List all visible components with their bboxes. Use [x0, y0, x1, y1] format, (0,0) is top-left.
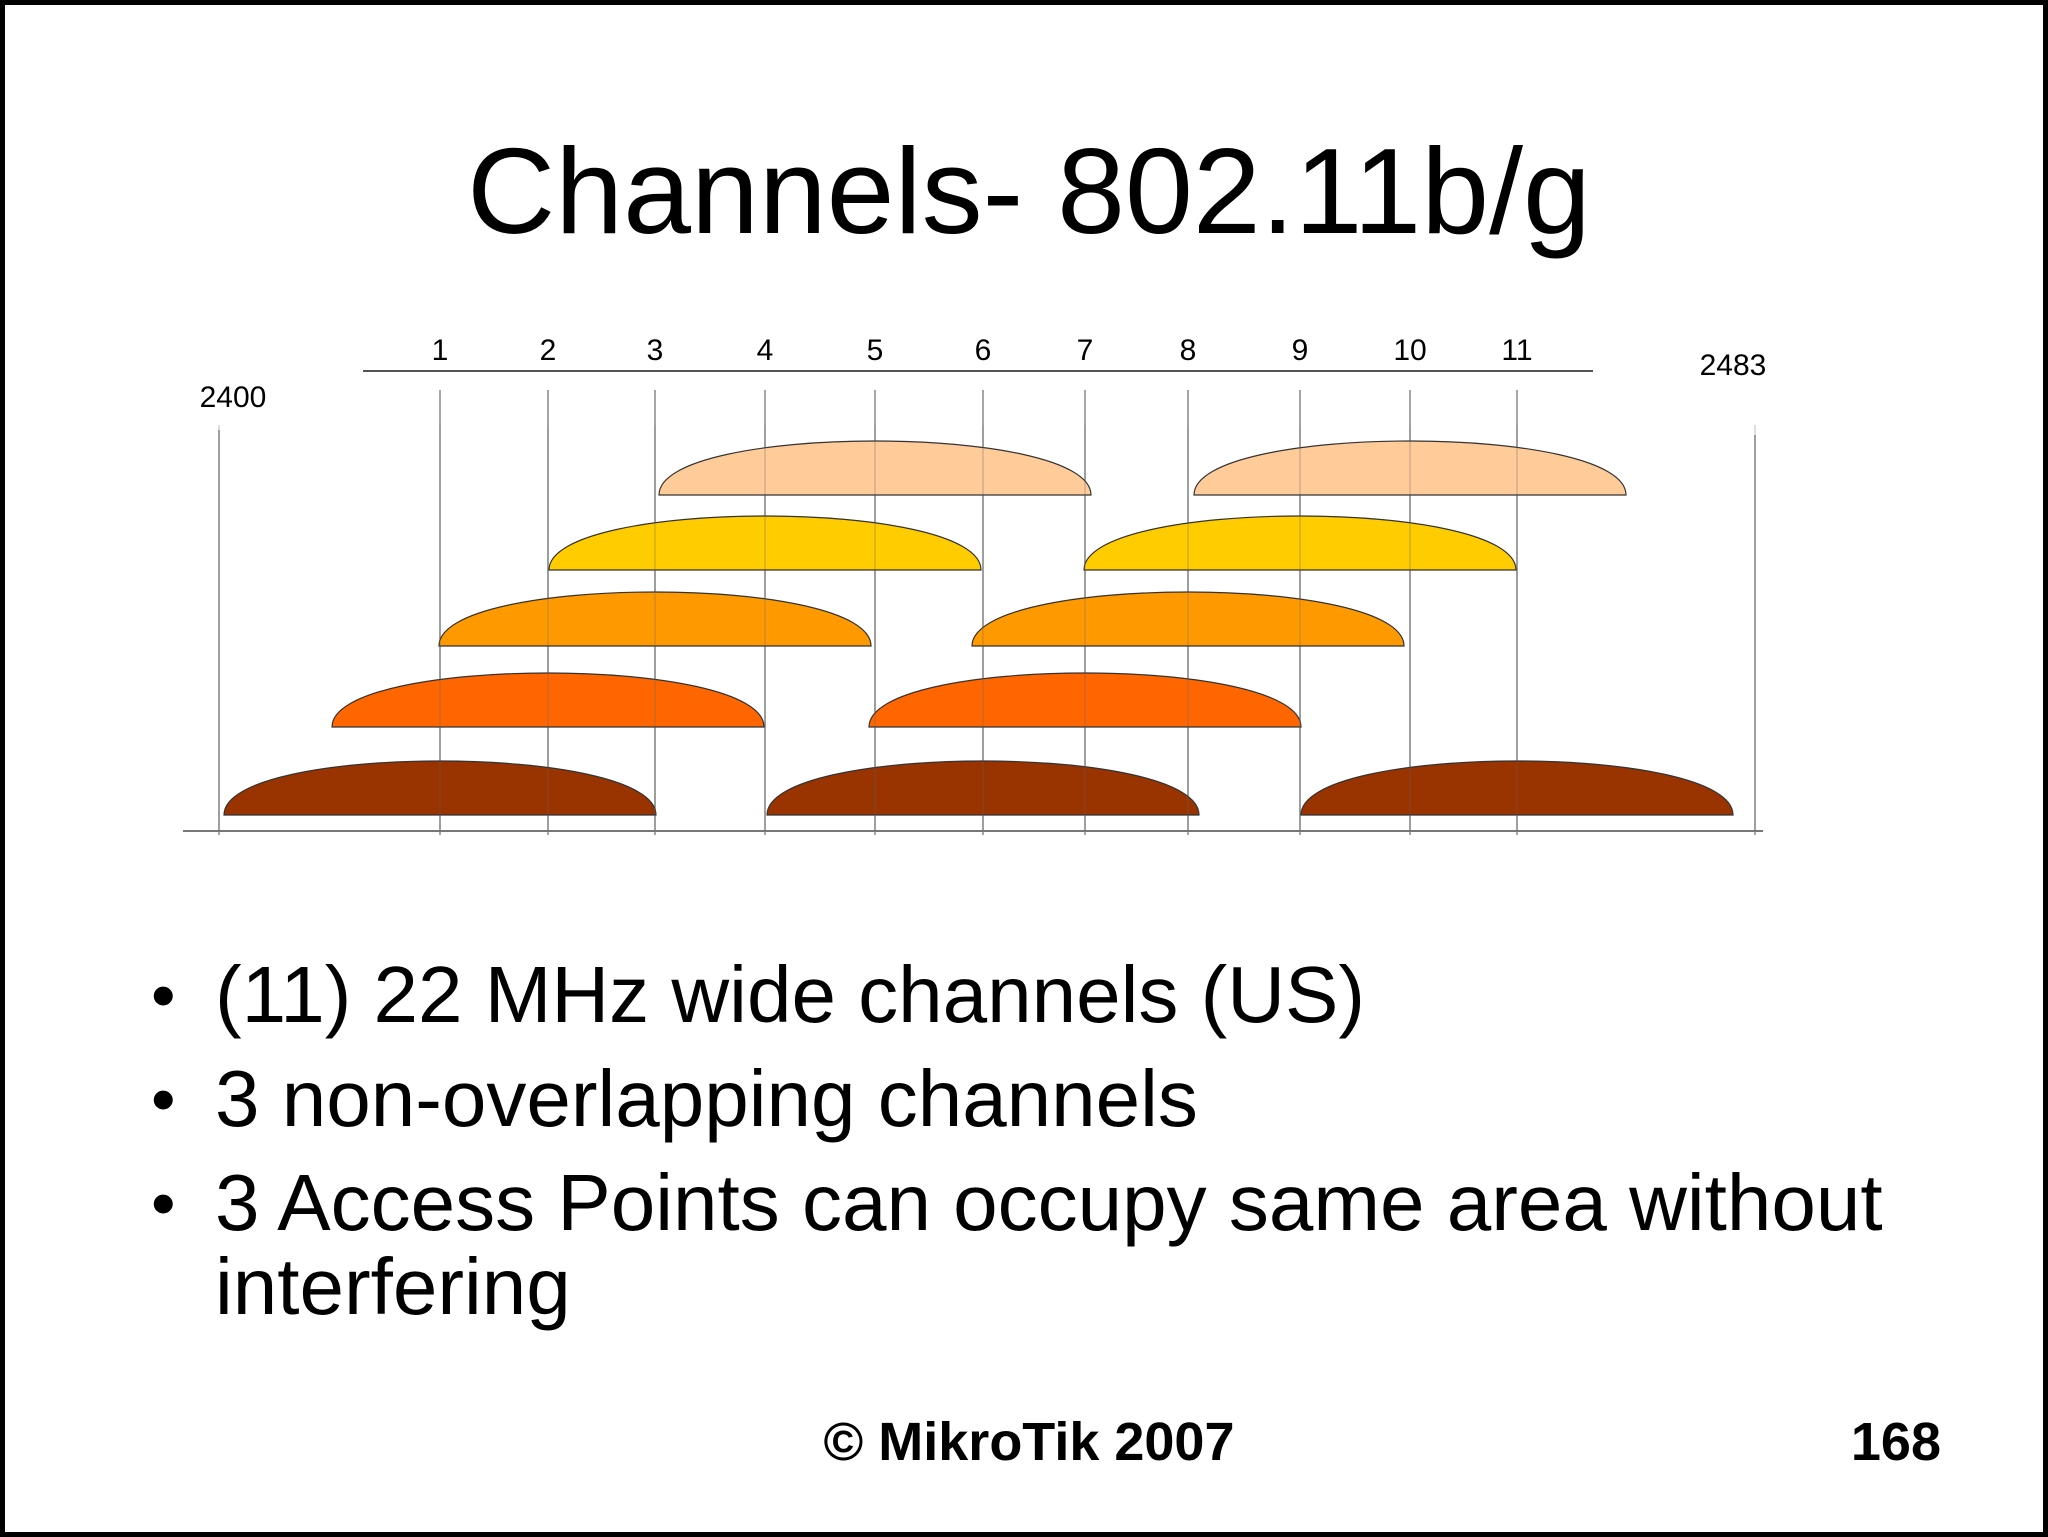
- channel-span-ch11: [1300, 760, 1734, 816]
- bullet-dot-icon: •: [151, 1164, 176, 1242]
- bullet-item: • 3 non-overlapping channels: [145, 1057, 1905, 1141]
- copyright-footer: © MikroTik 2007: [823, 1412, 1235, 1472]
- channel-number-label: 7: [1077, 334, 1094, 367]
- channel-number-label: 4: [757, 334, 774, 367]
- bullet-list: • (11) 22 MHz wide channels (US) • 3 non…: [145, 953, 1905, 1349]
- channel-diagram: 2400 2483 1 2 3 4 5 6 7 8 9 10 11: [183, 334, 1767, 835]
- channel-span-ch2: [331, 672, 765, 728]
- channel-number-label: 1: [432, 334, 449, 367]
- channel-labels: 1 2 3 4 5 6 7 8 9 10 11: [432, 334, 1533, 367]
- channel-span-ch3: [438, 591, 872, 647]
- bullet-dot-icon: •: [151, 1060, 176, 1138]
- channel-span-ch8: [971, 591, 1405, 647]
- channel-number-label: 11: [1501, 334, 1532, 367]
- bullet-item: • 3 Access Points can occupy same area w…: [145, 1161, 1905, 1329]
- channel-number-label: 8: [1180, 334, 1197, 367]
- channel-span-ch4: [548, 515, 982, 571]
- channel-spans: [218, 425, 1756, 831]
- channel-number-label: 9: [1292, 334, 1309, 367]
- channel-number-label: 10: [1393, 334, 1426, 367]
- page-number: 168: [1850, 1412, 1941, 1472]
- channel-span-ch7: [868, 672, 1302, 728]
- bullet-dot-icon: •: [151, 956, 176, 1034]
- channel-number-label: 5: [867, 334, 884, 367]
- bullet-text: 3 non-overlapping channels: [215, 1054, 1198, 1143]
- slide-title: Channels- 802.11b/g: [467, 123, 1591, 259]
- channel-number-label: 6: [975, 334, 992, 367]
- bullet-item: • (11) 22 MHz wide channels (US): [145, 953, 1905, 1037]
- channel-span-ch1: [223, 760, 657, 816]
- freq-start-label: 2400: [200, 381, 267, 414]
- channel-span-ch5: [658, 440, 1092, 496]
- channel-number-label: 3: [647, 334, 664, 367]
- channel-span-ch6: [766, 760, 1200, 816]
- channel-span-ch9: [1083, 515, 1517, 571]
- bullet-text: (11) 22 MHz wide channels (US): [215, 950, 1366, 1039]
- channel-number-label: 2: [540, 334, 557, 367]
- bullet-text: 3 Access Points can occupy same area wit…: [215, 1158, 1883, 1331]
- channel-span-ch10: [1193, 440, 1627, 496]
- freq-end-label: 2483: [1700, 349, 1767, 382]
